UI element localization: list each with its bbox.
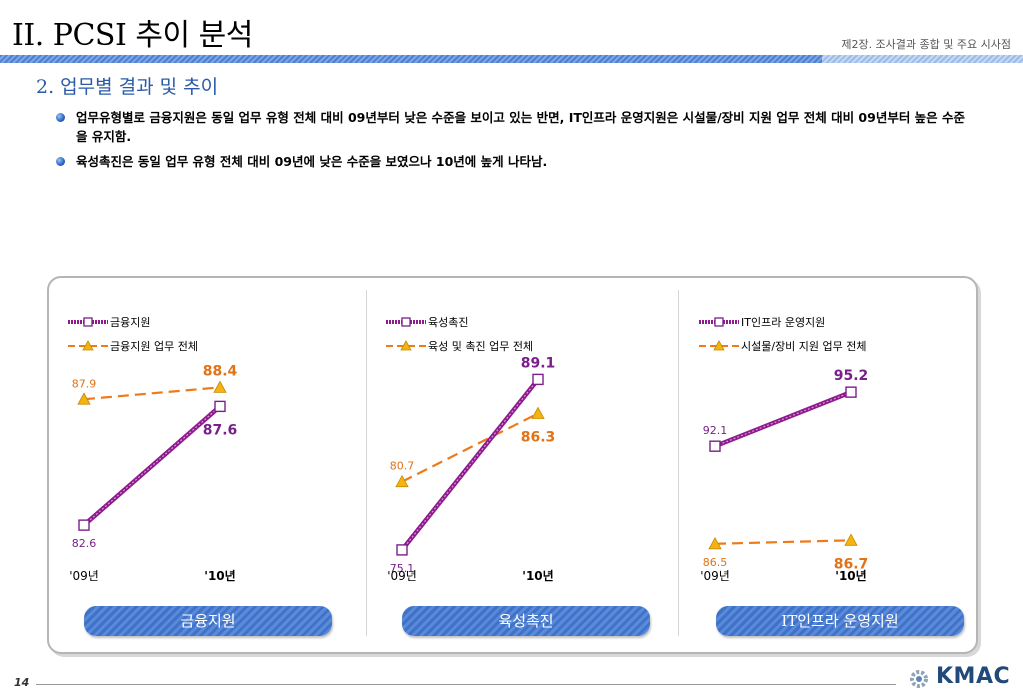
data-label: 92.1 <box>703 424 728 437</box>
data-point-comparison <box>531 406 545 419</box>
footer-rule <box>36 684 896 685</box>
legend-item: IT인프라 운영지원 <box>699 316 825 329</box>
x-tick-label: '10년 <box>835 569 866 583</box>
data-point-comparison <box>77 392 91 405</box>
x-tick-label: '10년 <box>204 569 235 583</box>
series-line-primary <box>82 404 222 527</box>
chapter-label: 제2장. 조사결과 종합 및 주요 시사점 <box>841 38 1011 51</box>
data-label: 95.2 <box>834 368 869 384</box>
chart-divider <box>678 290 679 636</box>
bullet-dot-icon <box>56 113 65 122</box>
legend-label: 육성 및 촉진 업무 전체 <box>428 340 533 353</box>
data-point-primary <box>214 400 226 413</box>
legend-item: 금융지원 <box>68 316 150 329</box>
data-label: 75.1 <box>390 562 415 575</box>
logo-text: KMAC <box>936 664 1011 689</box>
series-line-primary-hatch <box>401 379 539 551</box>
data-label: 89.1 <box>521 355 556 371</box>
data-label: 87.6 <box>203 422 238 438</box>
legend-marker <box>83 317 93 327</box>
legend-item: 육성촉진 <box>386 316 468 329</box>
bullet-item: 업무유형별로 금융지원은 동일 업무 유형 전체 대비 09년부터 낮은 수준을… <box>56 108 976 146</box>
series-line-comparison <box>401 412 539 483</box>
x-tick-label: '10년 <box>522 569 553 583</box>
series-line-primary-hatch <box>714 391 852 447</box>
chart-divider <box>366 290 367 636</box>
legend-label: 금융지원 <box>110 316 150 329</box>
bullet-text: 업무유형별로 금융지원은 동일 업무 유형 전체 대비 09년부터 낮은 수준을… <box>76 110 966 144</box>
x-tick-label: '09년 <box>700 569 730 583</box>
data-point-comparison <box>395 474 409 488</box>
header-stripe-end <box>822 55 1023 63</box>
data-point-primary <box>532 373 544 386</box>
bullet-text: 육성촉진은 동일 업무 유형 전체 대비 09년에 낮은 수준을 보였으나 10… <box>76 154 548 169</box>
legend-label: 금융지원 업무 전체 <box>110 340 198 353</box>
chart-panel <box>47 276 978 654</box>
legend-item: 금융지원 업무 전체 <box>68 340 198 353</box>
data-point-primary <box>78 519 90 531</box>
legend-marker <box>713 340 725 351</box>
panel-label-promotion: 육성촉진 <box>402 606 650 636</box>
data-label: 82.6 <box>72 537 97 550</box>
bullet-item: 육성촉진은 동일 업무 유형 전체 대비 09년에 낮은 수준을 보였으나 10… <box>56 152 976 171</box>
bullet-list: 업무유형별로 금융지원은 동일 업무 유형 전체 대비 09년부터 낮은 수준을… <box>56 108 976 177</box>
data-point-primary <box>845 386 857 398</box>
page-number: 14 <box>14 676 30 689</box>
legend-label: 육성촉진 <box>428 316 468 329</box>
data-point-comparison <box>708 536 722 550</box>
legend-marker <box>400 340 412 351</box>
x-tick-label: '09년 <box>387 569 417 583</box>
bullet-dot-icon <box>56 157 65 166</box>
data-label: 88.4 <box>203 363 238 379</box>
series-line-comparison <box>714 539 852 545</box>
legend-label: 시설물/장비 지원 업무 전체 <box>741 340 867 353</box>
panel-label-it-infra: IT인프라 운영지원 <box>716 606 964 636</box>
series-line-comparison <box>83 386 221 401</box>
data-point-primary <box>709 440 721 452</box>
data-point-primary <box>396 544 408 556</box>
header-stripe <box>0 55 1023 63</box>
section-title: 2. 업무별 결과 및 추이 <box>36 76 219 98</box>
legend-marker <box>401 317 411 327</box>
data-label: 86.7 <box>834 556 869 572</box>
data-label: 86.5 <box>703 556 728 569</box>
x-tick-label: '09년 <box>69 569 99 583</box>
data-label: 87.9 <box>72 377 97 390</box>
kmac-logo: KMAC <box>906 664 1018 692</box>
panel-label-finance: 금융지원 <box>84 606 332 636</box>
legend-label: IT인프라 운영지원 <box>741 316 825 329</box>
data-point-comparison <box>844 533 858 546</box>
legend-item: 육성 및 촉진 업무 전체 <box>386 340 533 353</box>
gear-icon <box>910 670 928 688</box>
data-label: 86.3 <box>521 430 556 446</box>
legend-marker <box>82 340 94 351</box>
legend-marker <box>714 317 724 327</box>
data-point-comparison <box>213 380 227 393</box>
legend-item: 시설물/장비 지원 업무 전체 <box>699 340 867 353</box>
data-label: 80.7 <box>390 460 415 473</box>
page-title: II. PCSI 추이 분석 <box>12 18 253 53</box>
